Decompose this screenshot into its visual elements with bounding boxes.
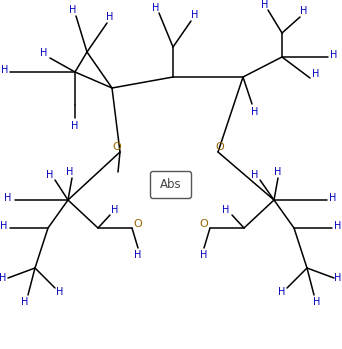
Text: H: H: [222, 205, 230, 215]
Text: O: O: [215, 142, 224, 152]
Text: H: H: [278, 287, 286, 297]
Text: H: H: [106, 12, 114, 22]
Text: Abs: Abs: [160, 178, 182, 192]
Text: H: H: [251, 107, 259, 117]
Text: H: H: [1, 65, 9, 75]
Text: H: H: [40, 48, 48, 58]
Text: H: H: [329, 193, 337, 203]
Text: H: H: [300, 6, 308, 16]
Text: O: O: [200, 219, 208, 229]
Text: H: H: [0, 221, 8, 231]
Text: H: H: [334, 221, 342, 231]
Text: O: O: [113, 142, 121, 152]
Text: H: H: [251, 170, 259, 180]
Text: H: H: [0, 273, 7, 283]
Text: H: H: [66, 167, 74, 177]
Text: H: H: [152, 3, 160, 13]
Text: H: H: [200, 250, 208, 260]
Text: H: H: [46, 170, 54, 180]
Text: H: H: [111, 205, 119, 215]
Text: H: H: [71, 121, 79, 131]
Text: H: H: [261, 0, 269, 10]
Text: H: H: [21, 297, 29, 307]
FancyBboxPatch shape: [150, 171, 192, 199]
Text: H: H: [56, 287, 64, 297]
Text: H: H: [312, 69, 320, 79]
Text: H: H: [4, 193, 12, 203]
Text: H: H: [330, 50, 338, 60]
Text: H: H: [274, 167, 282, 177]
Text: H: H: [69, 5, 77, 15]
Text: H: H: [134, 250, 142, 260]
Text: H: H: [191, 10, 199, 20]
Text: O: O: [134, 219, 142, 229]
Text: H: H: [334, 273, 342, 283]
Text: H: H: [313, 297, 321, 307]
